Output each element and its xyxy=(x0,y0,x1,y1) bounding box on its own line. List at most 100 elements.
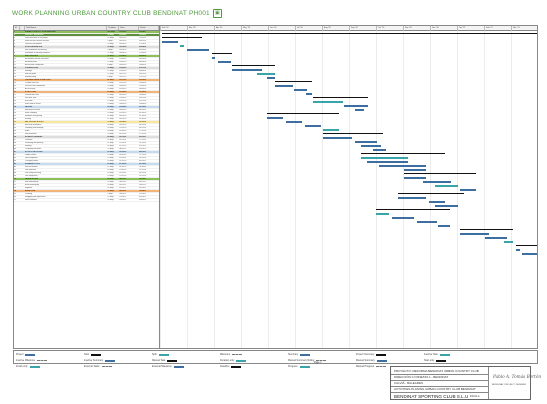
task-row[interactable]: 37 Partitions 20 days 02/11/20 27/11/20 xyxy=(14,139,159,142)
task-row[interactable]: 10 Excavation and site clearance 25 days 22… xyxy=(14,58,159,61)
task-bar[interactable] xyxy=(267,76,276,79)
task-row[interactable]: 25 Stairs and lift shafts 14 days 03/08/20 2… xyxy=(14,103,159,106)
summary-bar[interactable] xyxy=(360,153,446,154)
task-bar[interactable] xyxy=(437,224,450,227)
task-bar[interactable] xyxy=(186,48,209,51)
column-header-finish[interactable]: Finish xyxy=(139,26,159,30)
task-bar[interactable] xyxy=(294,88,308,91)
task-row[interactable]: 42 Paddle courts 25 days 26/10/20 27/11/20 xyxy=(14,154,159,157)
task-row[interactable]: 4 Final fee and contract revision 5 days 24… xyxy=(14,40,159,43)
task-bar[interactable] xyxy=(516,248,520,251)
task-row[interactable]: 15 Slab on grade 12 days 01/07/20 16/07/20 xyxy=(14,73,159,76)
task-row[interactable]: 14 Footings 15 days 10/06/20 30/06/20 xyxy=(14,70,159,73)
summary-bar[interactable] xyxy=(516,245,537,246)
task-bar[interactable] xyxy=(267,116,284,119)
task-row[interactable]: 35 Fire protection 20 days 02/11/20 27/11/20 xyxy=(14,133,159,136)
summary-bar[interactable] xyxy=(404,173,477,174)
task-row[interactable]: 41 SPORTS FACILITIES 55 days 26/10/20 08/01/… xyxy=(14,151,159,154)
summary-bar[interactable] xyxy=(161,33,537,34)
task-row[interactable]: 21 STRUCTURE 60 days 01/06/20 21/08/20 xyxy=(14,91,159,94)
summary-bar[interactable] xyxy=(267,113,340,114)
task-row[interactable]: 12 Backfill and compaction 8 days 01/06/20 1… xyxy=(14,64,159,67)
task-row[interactable]: 26 FAÇADE 50 days 03/08/20 09/10/20 xyxy=(14,106,159,109)
task-row[interactable]: 11 Retaining walls 15 days 20/05/20 09/06/20 xyxy=(14,61,159,64)
task-bar[interactable] xyxy=(354,108,365,111)
task-row[interactable]: 45 SWIMMING POOL 60 days 01/10/20 23/12/20 xyxy=(14,163,159,166)
task-row[interactable]: 47 Pool structure 20 days 19/10/20 13/11/20 xyxy=(14,169,159,172)
task-row[interactable]: 18 Carpark structure 25 days 22/07/20 25/08/… xyxy=(14,82,159,85)
task-bar[interactable] xyxy=(275,84,294,87)
summary-bar[interactable] xyxy=(375,209,450,210)
task-row[interactable]: 16 Waterproofing 6 days 14/07/20 21/07/20 xyxy=(14,76,159,79)
task-row[interactable]: 40 Carpentry and doors 15 days 04/01/21 22/0… xyxy=(14,148,159,151)
task-row[interactable]: 44 Changing rooms 20 days 07/12/20 01/01/21 xyxy=(14,160,159,163)
task-bar[interactable] xyxy=(305,92,312,95)
task-bar[interactable] xyxy=(366,160,408,163)
task-bar[interactable] xyxy=(231,68,263,71)
task-row[interactable]: 20 Access ramp 10 days 07/09/20 18/09/20 xyxy=(14,88,159,91)
task-bar[interactable] xyxy=(323,136,352,139)
task-bar[interactable] xyxy=(503,240,514,243)
task-bar[interactable] xyxy=(429,200,446,203)
task-row[interactable]: 46 Pool excavation 12 days 01/10/20 16/10/20 xyxy=(14,166,159,169)
summary-bar[interactable] xyxy=(211,53,232,54)
task-row[interactable]: 43 Gym equipment 15 days 30/11/20 18/12/20 xyxy=(14,157,159,160)
task-bar[interactable] xyxy=(460,188,477,191)
task-row[interactable]: 53 Irrigation 10 days 22/02/21 05/03/21 xyxy=(14,187,159,190)
column-header-id[interactable]: Id xyxy=(14,26,20,30)
task-row[interactable]: 5 Licences and permits 20 days 02/03/20 27/0… xyxy=(14,43,159,46)
task-row[interactable]: 48 Pool lining and tiling 18 days 16/11/20 0… xyxy=(14,172,159,175)
task-row[interactable]: 56 Snagging and inspections 15 days 15/03/2… xyxy=(14,196,159,199)
task-bar[interactable] xyxy=(304,124,321,127)
task-row[interactable]: 3 Final execution of the project 15 days 03… xyxy=(14,37,159,40)
task-bar[interactable] xyxy=(435,204,458,207)
task-bar[interactable] xyxy=(360,156,408,159)
task-bar[interactable] xyxy=(360,144,382,147)
task-row[interactable]: 9 EARTHWORKS 35 days 22/04/20 09/06/20 xyxy=(14,55,159,58)
task-row[interactable]: 31 MEP INSTALLATIONS 70 days 14/09/20 18/12/… xyxy=(14,121,159,124)
task-row[interactable]: 19 Services and installations 20 days 26/08… xyxy=(14,85,159,88)
task-bar[interactable] xyxy=(373,148,387,151)
task-row[interactable]: 13 FOUNDATIONS 30 days 10/06/20 21/07/20 xyxy=(14,67,159,70)
task-row[interactable]: 8 Demolition of existing elements 12 days 0… xyxy=(14,52,159,55)
column-header-start[interactable]: Start xyxy=(119,26,140,30)
column-header-task-name[interactable]: Task Name xyxy=(25,26,108,30)
task-row[interactable]: 33 Plumbing and drainage 35 days 21/09/20 06… xyxy=(14,127,159,130)
task-bar[interactable] xyxy=(485,236,508,239)
task-row[interactable]: 22 Ground floor slab 15 days 01/06/20 19/06/… xyxy=(14,94,159,97)
task-bar[interactable] xyxy=(323,128,339,131)
task-row[interactable]: 49 Pool equipment 10 days 10/12/20 23/12/20 xyxy=(14,175,159,178)
task-bar[interactable] xyxy=(404,176,427,179)
task-bar[interactable] xyxy=(375,212,390,215)
summary-bar[interactable] xyxy=(460,229,514,230)
task-row[interactable]: 2 PROJECT INITIATION 34 days 03/02/20 19/03/… xyxy=(14,34,159,37)
task-row[interactable]: 29 Windows and glazing 18 days 14/09/20 07/1… xyxy=(14,115,159,118)
task-row[interactable]: 23 First floor slab 15 days 22/06/20 10/07/2… xyxy=(14,97,159,100)
task-row[interactable]: 36 INTERIOR FINISHES 60 days 02/11/20 22/01/… xyxy=(14,136,159,139)
task-row[interactable]: 6 SITE PREPARATION 18 days 30/03/20 22/04/20 xyxy=(14,46,159,49)
task-row[interactable]: 17 CARPARK AREA & SERVICES 45 days 22/07/20… xyxy=(14,79,159,82)
task-row[interactable]: 50 LANDSCAPING 45 days 04/01/21 05/03/21 xyxy=(14,178,159,181)
task-row[interactable]: 54 HANDOVER 30 days 08/03/21 16/04/21 xyxy=(14,190,159,193)
task-bar[interactable] xyxy=(416,220,438,223)
task-bar[interactable] xyxy=(391,216,414,219)
task-bar[interactable] xyxy=(422,180,452,183)
summary-bar[interactable] xyxy=(161,37,202,38)
summary-bar[interactable] xyxy=(323,133,383,134)
task-row[interactable]: 55 Cleaning 5 days 08/03/21 12/03/21 xyxy=(14,193,159,196)
task-bar[interactable] xyxy=(404,168,427,171)
task-row[interactable]: 34 HVAC 40 days 05/10/20 27/11/20 xyxy=(14,130,159,133)
task-row[interactable]: 24 Roof slab 15 days 13/07/20 31/07/20 xyxy=(14,100,159,103)
task-row[interactable]: 30 Roofing 12 days 28/09/20 13/10/20 xyxy=(14,118,159,121)
summary-bar[interactable] xyxy=(275,81,312,82)
task-bar[interactable] xyxy=(180,44,184,47)
summary-bar[interactable] xyxy=(231,65,275,66)
task-row[interactable]: 39 Flooring 20 days 07/12/20 01/01/21 xyxy=(14,145,159,148)
task-bar[interactable] xyxy=(398,196,427,199)
task-row[interactable]: 27 Masonry enclosure 25 days 03/08/20 04/09/… xyxy=(14,109,159,112)
task-bar[interactable] xyxy=(211,56,216,59)
task-row[interactable]: 32 Electrical installation 40 days 14/09/20… xyxy=(14,124,159,127)
task-row[interactable]: 38 Plastering and painting 25 days 23/11/20… xyxy=(14,142,159,145)
column-header-indicators[interactable] xyxy=(20,26,25,30)
task-row[interactable]: 52 Hard landscaping 20 days 01/02/21 26/02/2… xyxy=(14,184,159,187)
